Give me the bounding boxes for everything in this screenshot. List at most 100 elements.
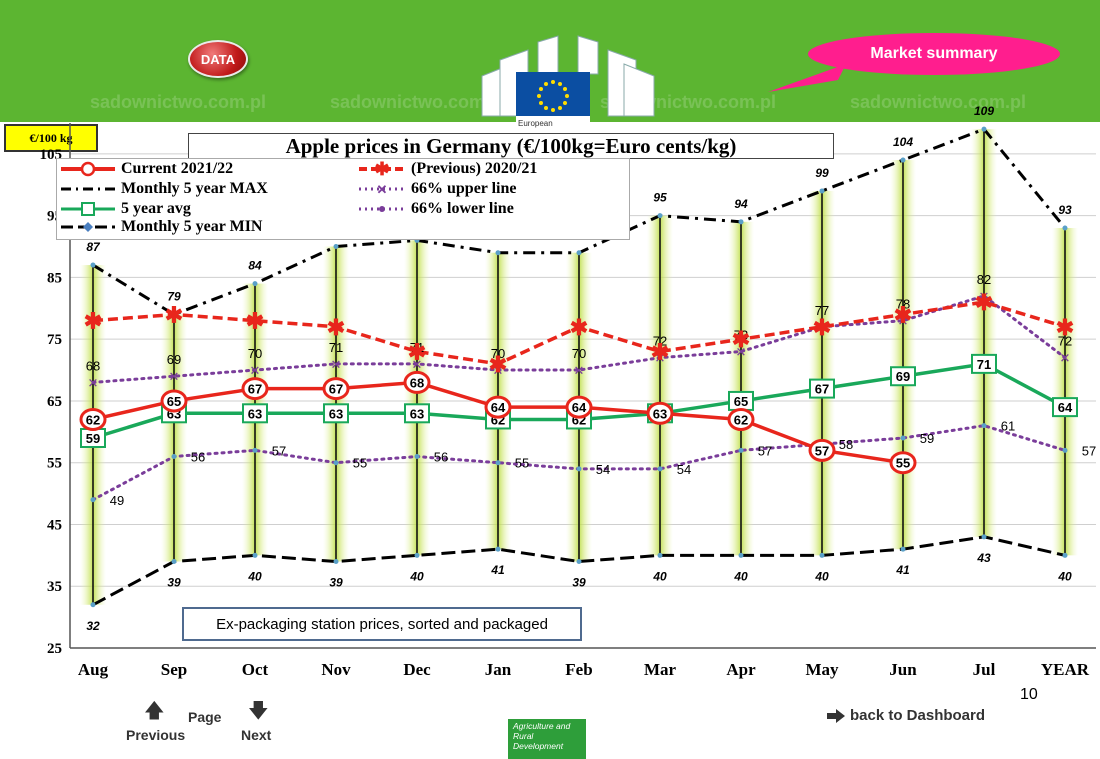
- lower-label: 56: [191, 450, 205, 465]
- current-point: [241, 377, 269, 401]
- previous-button[interactable]: Previous: [126, 727, 186, 743]
- lower-point: [981, 423, 987, 429]
- legend-current: Current 2021/22: [59, 159, 233, 179]
- upper-point: ✕: [574, 363, 585, 378]
- next-arrow-icon[interactable]: 🡇: [248, 700, 269, 722]
- agri-logo: Agriculture and Rural Development: [508, 719, 586, 759]
- min-label: 40: [652, 569, 667, 583]
- legend-label: 5 year avg: [121, 200, 191, 217]
- min-point: [657, 552, 663, 558]
- lower-point: [252, 447, 258, 453]
- x-tick-label: Oct: [242, 660, 269, 679]
- upper-point: ✕: [736, 345, 747, 360]
- data-button-label: DATA: [200, 51, 236, 67]
- max-point: [819, 188, 825, 194]
- next-button[interactable]: Next: [241, 727, 272, 743]
- upper-label: 72: [653, 334, 667, 349]
- previous-point: ✱: [651, 340, 669, 365]
- upper-label: 69: [167, 352, 181, 367]
- avg-label: 63: [248, 406, 262, 421]
- max-point: [900, 157, 906, 163]
- current-point: [403, 370, 431, 394]
- avg-label: 59: [86, 431, 100, 446]
- legend-label: Monthly 5 year MAX: [121, 180, 268, 197]
- max-point: [981, 126, 987, 132]
- legend-label: Monthly 5 year MIN: [121, 218, 263, 235]
- previous-point: ✱: [894, 302, 912, 327]
- x-tick-label: Jul: [973, 660, 996, 679]
- min-label: 40: [814, 569, 829, 583]
- upper-point: ✕: [979, 289, 990, 304]
- current-label: 63: [653, 406, 667, 421]
- previous-line: [92, 300, 1066, 366]
- legend-previous: ✱ (Previous) 2020/21: [357, 159, 537, 179]
- watermark-text: sadownictwo.com.pl: [330, 92, 507, 112]
- x-tick-label: Dec: [403, 660, 431, 679]
- watermark-text: sadownictwo.com.pl: [850, 92, 1027, 112]
- avg-point: [890, 366, 916, 387]
- min-point: [738, 552, 744, 558]
- page-number: 10: [1020, 686, 1038, 703]
- max-point: [657, 213, 663, 219]
- max-label: 87: [86, 240, 101, 254]
- avg-label: 63: [329, 406, 343, 421]
- back-to-dashboard-link[interactable]: back to Dashboard: [826, 707, 985, 724]
- previous-point: ✱: [732, 327, 750, 352]
- avg-label: 63: [410, 406, 424, 421]
- legend-min: Monthly 5 year MIN: [59, 217, 262, 237]
- lower-point: [171, 454, 177, 460]
- svg-text:✱: ✱: [374, 161, 389, 177]
- max-point: [1062, 225, 1068, 231]
- previous-arrow-icon[interactable]: 🡅: [144, 700, 165, 722]
- upper-label: 71: [410, 340, 424, 355]
- previous-point: ✱: [327, 315, 345, 340]
- lower-point: [738, 447, 744, 453]
- current-label: 64: [572, 400, 587, 415]
- min-label: 40: [733, 569, 748, 583]
- y-tick-label: 35: [47, 579, 62, 595]
- min-label: 40: [247, 569, 262, 583]
- avg-point: [323, 403, 349, 424]
- max-point: [171, 311, 177, 317]
- lower-point: [900, 435, 906, 441]
- avg-point: [809, 378, 835, 399]
- market-summary-button[interactable]: Market summary: [808, 33, 1060, 75]
- legend-upper: ✕ 66% upper line: [357, 179, 517, 199]
- speech-bubble-tail: [768, 64, 846, 92]
- y-tick-label: 45: [47, 517, 62, 533]
- unit-badge-label: €/100 kg: [29, 130, 73, 145]
- max-point: [333, 244, 339, 250]
- lower-label: 61: [1001, 419, 1015, 434]
- lower-label: 54: [596, 462, 610, 477]
- upper-label: 73: [734, 328, 748, 343]
- watermark-text: sadownictwo.com.pl: [90, 92, 267, 112]
- current-point: [889, 451, 917, 475]
- upper-point: ✕: [331, 357, 342, 372]
- min-label: 41: [490, 563, 505, 577]
- legend-lower: 66% lower line: [357, 199, 514, 219]
- lower-label: 57: [272, 443, 286, 458]
- current-label: 62: [734, 412, 748, 427]
- max-point: [252, 281, 258, 287]
- min-label: 40: [409, 569, 424, 583]
- x-tick-label: Feb: [565, 660, 592, 679]
- upper-point: ✕: [493, 363, 504, 378]
- x-tick-label: Sep: [161, 660, 187, 679]
- min-label: 43: [976, 551, 991, 565]
- upper-label: 77: [815, 303, 829, 318]
- current-point: [160, 389, 188, 413]
- previous-point: ✱: [84, 309, 102, 334]
- min-label: 40: [1057, 569, 1072, 583]
- lower-point: [657, 466, 663, 472]
- lower-label: 58: [839, 437, 853, 452]
- upper-label: 70: [248, 346, 262, 361]
- upper-point: ✕: [817, 320, 828, 335]
- avg-point: [404, 403, 430, 424]
- data-button[interactable]: DATA: [188, 40, 248, 78]
- eu-commission-logo: European: [478, 34, 658, 128]
- lower-label: 54: [677, 462, 691, 477]
- upper-label: 70: [572, 346, 586, 361]
- max-point: [576, 250, 582, 256]
- min-point: [90, 602, 96, 608]
